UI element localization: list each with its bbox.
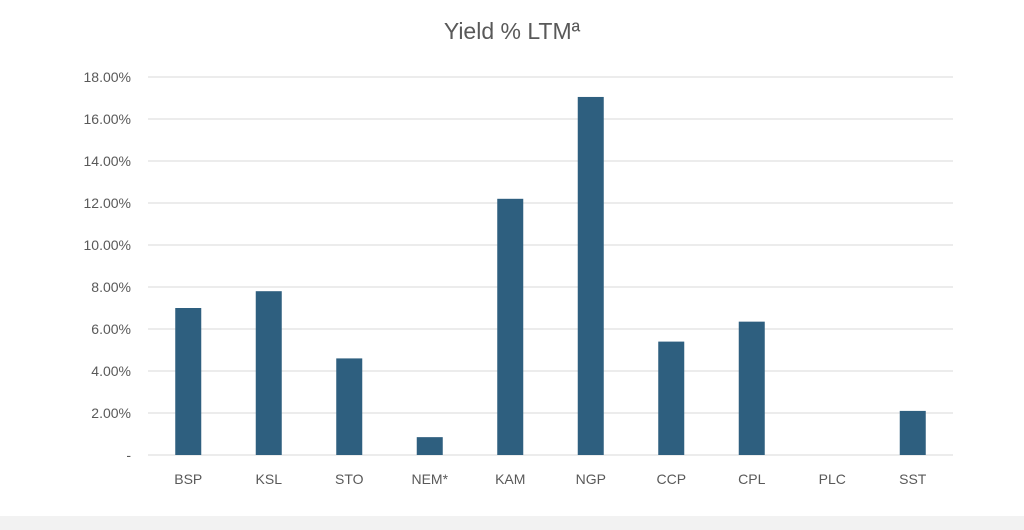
y-tick-label: 14.00%	[84, 153, 131, 169]
bar-cpl	[738, 321, 765, 455]
x-tick-label: CPL	[738, 471, 765, 487]
y-tick-label: 4.00%	[91, 363, 131, 379]
y-tick-label: 6.00%	[91, 321, 131, 337]
y-tick-label: 10.00%	[84, 237, 131, 253]
bar-sto	[336, 358, 363, 455]
y-tick-label: 12.00%	[84, 195, 131, 211]
y-tick-label: -	[126, 447, 131, 463]
bar-nem	[416, 437, 443, 455]
bar-sst	[899, 410, 926, 455]
y-tick-label: 16.00%	[84, 111, 131, 127]
x-tick-label: NGP	[576, 471, 606, 487]
grid-layer	[148, 76, 953, 456]
y-axis-labels: - 2.00% 4.00% 6.00% 8.00% 10.00% 12.00% 14.00% 1…	[84, 69, 132, 463]
x-tick-label: SST	[899, 471, 927, 487]
y-tick-label: 8.00%	[91, 279, 131, 295]
x-axis-labels: BSP KSL STO NEM* KAM NGP CCP CPL PLC SST	[174, 471, 927, 487]
x-tick-label: KAM	[495, 471, 525, 487]
x-tick-label: BSP	[174, 471, 202, 487]
y-tick-label: 18.00%	[84, 69, 131, 85]
x-tick-label: CCP	[656, 471, 686, 487]
bar-layer	[175, 96, 926, 456]
bar-kam	[497, 198, 524, 456]
bar-ngp	[577, 96, 604, 455]
x-tick-label: KSL	[256, 471, 283, 487]
x-tick-label: STO	[335, 471, 364, 487]
bar-ksl	[255, 291, 282, 455]
x-tick-label: PLC	[819, 471, 846, 487]
bar-bsp	[175, 308, 202, 455]
bar-ccp	[658, 341, 685, 455]
chart-title: Yield % LTMª	[443, 18, 581, 44]
x-tick-label: NEM*	[411, 471, 448, 487]
y-tick-label: 2.00%	[91, 405, 131, 421]
bottom-strip	[0, 516, 1024, 530]
